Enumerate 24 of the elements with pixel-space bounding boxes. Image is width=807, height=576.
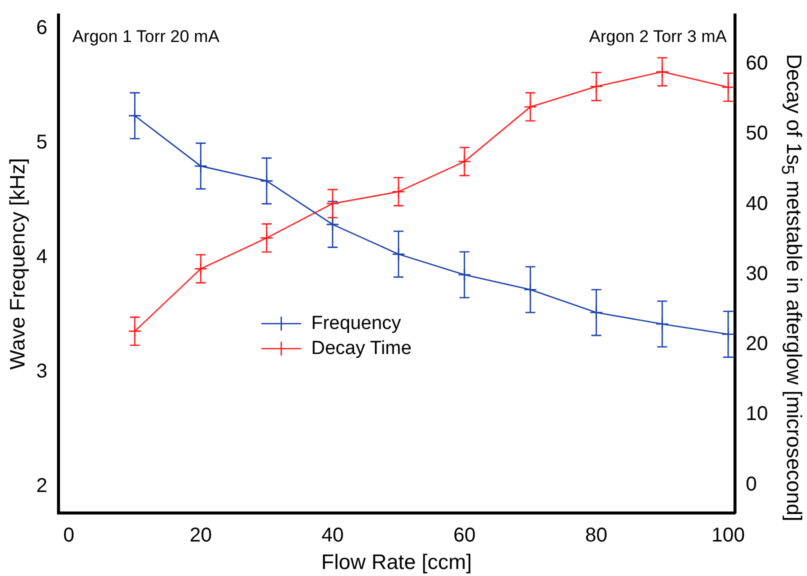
- y-tick-label: 6: [36, 17, 48, 40]
- legend-label: Frequency: [311, 312, 402, 334]
- x-tick-label: 0: [63, 524, 74, 546]
- y2-tick-label: 60: [746, 52, 768, 75]
- y2-tick-label: 40: [746, 192, 768, 215]
- y2-tick-label: 50: [746, 122, 768, 145]
- annotation: Argon 2 Torr 3 mA: [589, 27, 728, 46]
- y2-tick-label: 30: [746, 262, 768, 285]
- x-tick-label: 100: [711, 524, 745, 546]
- x-axis-title: Flow Rate [ccm]: [321, 551, 472, 574]
- y-tick-label: 4: [36, 246, 48, 268]
- x-tick-label: 40: [321, 524, 344, 546]
- x-tick-label: 80: [585, 524, 608, 546]
- annotation: Argon 1 Torr 20 mA: [72, 27, 220, 46]
- y2-tick-label: 20: [746, 333, 768, 356]
- legend-label: Decay Time: [311, 338, 412, 359]
- y-tick-label: 2: [36, 474, 48, 497]
- x-tick-label: 20: [190, 524, 212, 546]
- y-tick-label: 3: [36, 360, 48, 383]
- y2-tick-label: 0: [746, 473, 757, 496]
- y-axis-title: Wave Frequency [kHz]: [6, 158, 30, 370]
- x-tick-label: 60: [453, 524, 476, 546]
- y2-tick-label: 10: [746, 403, 768, 426]
- y-tick-label: 5: [36, 132, 48, 154]
